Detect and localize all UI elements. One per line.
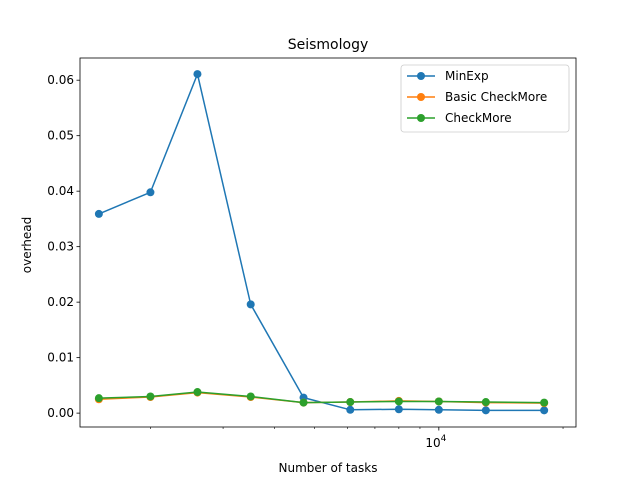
- plot-area: 0.00 0.01 0.02 0.03 0.04 0.05 0.06 104: [47, 57, 577, 450]
- data-point-minexp: [481, 406, 490, 415]
- legend-label-checkmore: CheckMore: [445, 111, 512, 125]
- y-tick-label: 0.00: [47, 406, 74, 420]
- legend-label-minexp: MinExp: [445, 69, 489, 83]
- data-point-minexp: [146, 188, 155, 197]
- data-point-checkmore: [540, 398, 549, 407]
- data-point-checkmore: [299, 398, 308, 407]
- y-axis-label: overhead: [20, 217, 34, 274]
- y-tick-label: 0.06: [47, 73, 74, 87]
- y-tick-label: 0.03: [47, 240, 74, 254]
- data-point-checkmore: [146, 392, 155, 401]
- legend-label-basic-checkmore: Basic CheckMore: [445, 90, 547, 104]
- data-point-minexp: [434, 405, 443, 414]
- data-point-checkmore: [94, 394, 103, 403]
- legend-marker-basic-checkmore: [417, 93, 425, 101]
- x-tick-label: 104: [425, 434, 446, 450]
- y-tick-label: 0.04: [47, 184, 74, 198]
- data-point-checkmore: [346, 398, 355, 407]
- data-point-minexp: [394, 405, 403, 414]
- data-point-checkmore: [193, 388, 202, 397]
- y-tick-label: 0.02: [47, 295, 74, 309]
- chart-title: Seismology: [288, 37, 369, 53]
- data-point-minexp: [246, 300, 255, 309]
- data-point-minexp: [346, 405, 355, 414]
- x-axis-label: Number of tasks: [279, 461, 378, 475]
- series-line-checkmore: [98, 391, 545, 404]
- data-point-minexp: [540, 406, 549, 415]
- data-point-checkmore: [246, 392, 255, 401]
- legend-marker-checkmore: [417, 114, 425, 122]
- series-line-minexp: [98, 73, 545, 412]
- axes-frame: [79, 57, 577, 428]
- legend-box: [400, 64, 570, 133]
- data-point-checkmore: [394, 397, 403, 406]
- y-tick-label: 0.01: [47, 351, 74, 365]
- y-tick-label: 0.05: [47, 129, 74, 143]
- data-point-checkmore: [434, 397, 443, 406]
- legend-marker-minexp: [417, 72, 425, 80]
- legend: MinExp Basic CheckMore CheckMore: [400, 64, 570, 133]
- data-point-checkmore: [481, 398, 490, 407]
- data-point-minexp: [193, 70, 202, 79]
- data-point-minexp: [94, 209, 103, 218]
